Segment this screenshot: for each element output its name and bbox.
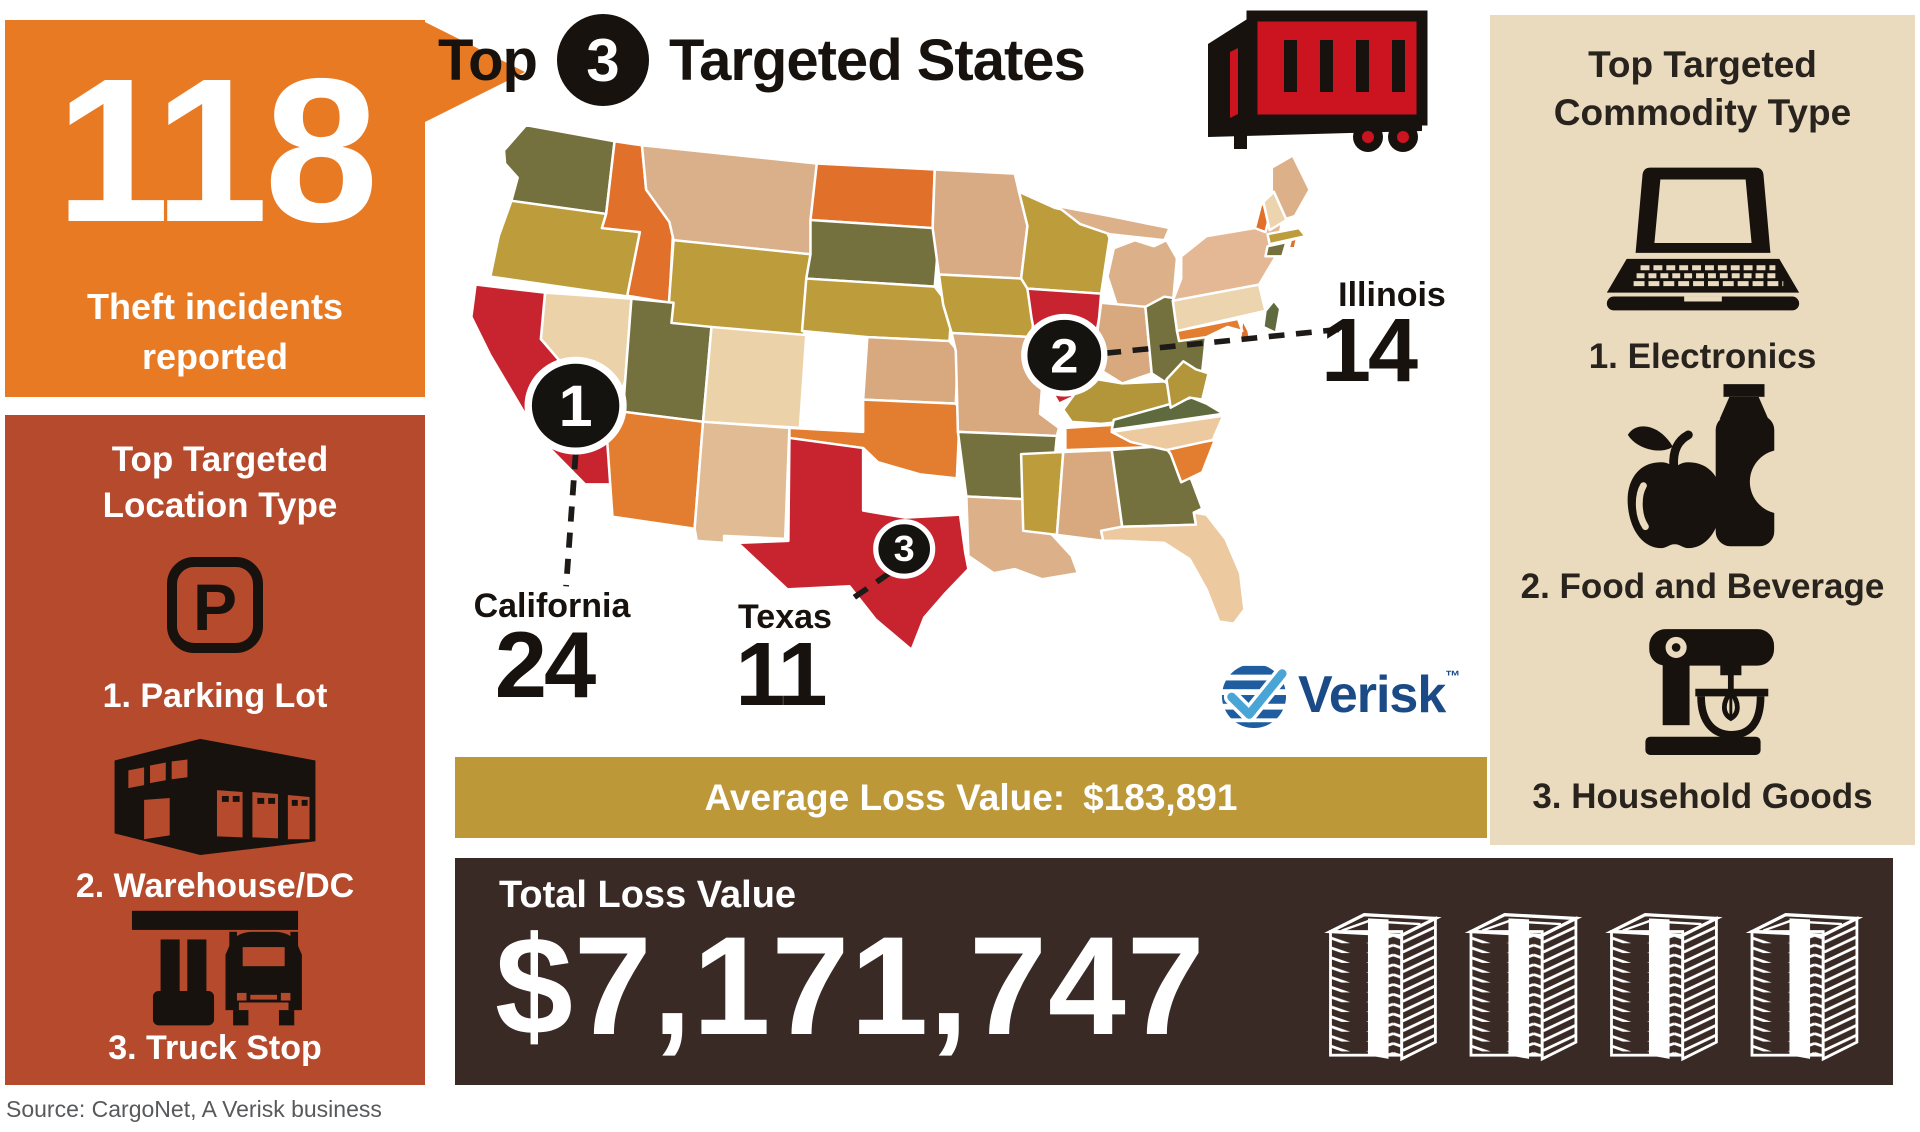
state-nm (693, 420, 791, 545)
state-nh (1262, 190, 1288, 232)
state-ne (800, 277, 953, 343)
map-markers: 1 2 3 (524, 313, 1108, 579)
state-wa (502, 123, 616, 216)
incidents-label: Theft incidents reported (86, 286, 343, 377)
state-mi (1106, 238, 1179, 311)
average-loss-value: $183,891 (1083, 776, 1238, 818)
title-number-badge: 3 (556, 14, 649, 106)
svg-text:P: P (193, 570, 237, 644)
commodity-panel: Top Targeted Commodity Type 1. Electroni… (1490, 15, 1915, 845)
total-loss-panel: Total Loss Value $7,171,747 (455, 858, 1893, 1085)
page-title: Top 3 Targeted States (438, 14, 1086, 106)
commodity-item-2: 2. Food and Beverage (1520, 567, 1885, 606)
mixer-icon (1644, 629, 1774, 755)
marker-3-rank: 3 (894, 528, 915, 569)
incidents-panel: 118 Theft incidents reported (5, 20, 425, 397)
leader-illinois (1105, 326, 1344, 356)
total-loss-value: $7,171,747 (495, 907, 1206, 1064)
state-md (1175, 317, 1244, 343)
verisk-logo: Verisk™ (1220, 662, 1460, 730)
location-panel-title: Top Targeted Location Type (102, 440, 338, 525)
illinois-count: 14 (1320, 301, 1418, 401)
leader-california (563, 453, 579, 587)
state-fl (1099, 511, 1246, 625)
trailer-icon (1208, 10, 1428, 152)
commodity-panel-title: Top Targeted Commodity Type (1553, 44, 1852, 134)
verisk-wordmark: Verisk (1298, 666, 1446, 724)
cash-stacks-icon (1328, 913, 1859, 1061)
illinois-label: Illinois (1338, 276, 1446, 314)
title-post: Targeted States (668, 27, 1086, 93)
california-count: 24 (494, 612, 597, 717)
state-wv (1165, 360, 1210, 409)
title-number: 3 (586, 26, 620, 94)
texas-label: Texas (738, 598, 832, 636)
leader-texas (846, 570, 892, 604)
state-wy (665, 238, 812, 339)
source-credit: Source: CargoNet, A Verisk business (6, 1096, 382, 1122)
marker-1-circle (524, 356, 627, 455)
truck-stop-icon (131, 910, 302, 1026)
california-label: California (473, 587, 631, 625)
arrow-right-icon (425, 22, 525, 122)
verisk-tm: ™ (1445, 668, 1461, 685)
location-item-1: 1. Parking Lot (102, 677, 328, 715)
state-az (604, 410, 705, 530)
marker-3-circle (873, 519, 936, 579)
state-ri (1287, 236, 1299, 250)
state-ks (861, 335, 960, 405)
verisk-check-icon (1221, 665, 1288, 729)
us-map: 1 2 3 (470, 123, 1344, 652)
state-co (701, 325, 808, 430)
incidents-count: 118 (55, 36, 379, 265)
warehouse-icon (114, 738, 316, 856)
state-ia (937, 273, 1038, 339)
state-ct (1264, 241, 1288, 258)
title-pre: Top (438, 27, 538, 93)
texas-count: 11 (735, 625, 827, 725)
location-panel: Top Targeted Location Type P 1. Parking … (5, 415, 425, 1085)
state-nj (1262, 299, 1282, 335)
state-nd (809, 162, 937, 230)
commodity-item-3: 3. Household Goods (1532, 777, 1873, 816)
state-sd (804, 218, 941, 288)
state-ma (1266, 226, 1307, 246)
laptop-icon (1606, 167, 1799, 311)
marker-2-rank: 2 (1050, 329, 1078, 383)
food-beverage-icon (1627, 384, 1805, 549)
state-va (1110, 396, 1225, 432)
average-loss-label: Average Loss Value: (704, 776, 1066, 818)
location-item-2: 2. Warehouse/DC (75, 867, 355, 905)
location-item-3: 3. Truck Stop (108, 1029, 322, 1067)
total-loss-label: Total Loss Value (499, 874, 797, 916)
commodity-item-1: 1. Electronics (1588, 337, 1817, 376)
map-states (470, 123, 1311, 652)
average-loss-bar: Average Loss Value: $183,891 (455, 757, 1487, 838)
marker-1-rank: 1 (559, 373, 593, 439)
parking-icon: P (167, 557, 263, 653)
leader-lines (563, 326, 1344, 604)
state-tx (736, 436, 970, 652)
marker-2-circle (1021, 313, 1108, 397)
state-nc (1110, 414, 1225, 452)
